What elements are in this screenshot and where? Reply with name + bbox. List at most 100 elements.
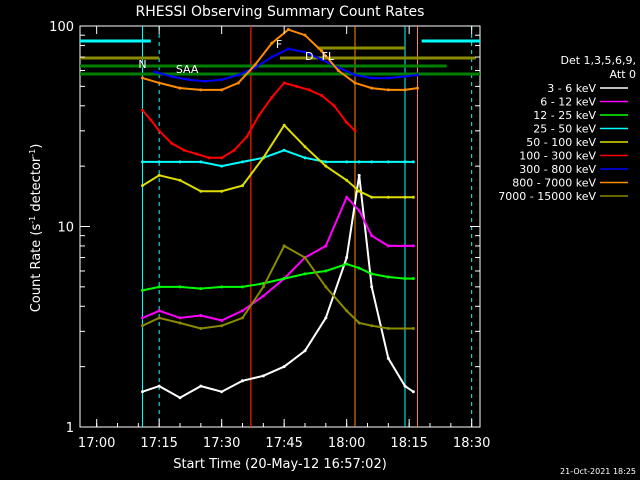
series-point [261,374,265,378]
series-point [411,160,415,164]
y-tick-label: 10 [57,221,74,236]
x-tick-label: 18:00 [328,436,365,451]
annotation-label: N [138,58,146,71]
series-point [178,321,182,325]
series-point [357,160,361,164]
series-point [345,256,349,260]
legend-entry-label: 300 - 800 keV [519,163,596,176]
series-point [403,195,407,199]
series-point [178,86,182,90]
series-point [353,73,357,77]
series-point [370,272,374,276]
series-point [178,178,182,182]
series-point [149,118,153,122]
series-point [286,28,290,32]
series-point [353,129,357,133]
series-point [220,78,224,82]
series-point [203,79,207,83]
series-point [199,313,203,317]
footer-timestamp: 21-Oct-2021 18:25 [560,467,636,476]
legend-entry-label: 7000 - 15000 keV [498,190,596,203]
series-point [411,244,415,248]
series-line-3 [142,149,414,168]
series-point [282,81,286,85]
series-point [370,86,374,90]
series-point [241,160,244,164]
series-point [199,88,203,92]
series-point [141,288,144,292]
series-point [411,195,415,199]
annotation-label: D [305,50,313,63]
series-point [195,152,199,156]
series-point [345,121,349,125]
chart-title: RHESSI Observing Summary Count Rates [136,4,425,20]
legend-entry-label: 25 - 50 keV [533,123,596,136]
series-point [370,160,374,164]
y-tick-label: 1 [66,421,74,436]
series-point [345,160,349,164]
series-point [153,70,157,74]
series-point [186,78,190,82]
series-point [386,326,390,330]
series-line-2 [142,262,414,292]
series-point [141,160,144,164]
series-point [141,324,144,328]
series-point [307,88,311,92]
series-point [270,41,274,45]
series-point [303,33,307,37]
series-point [199,384,203,388]
series-point [324,244,328,248]
series-point [403,326,407,330]
series-line-0 [142,175,414,399]
series-point [141,390,144,394]
series-point [232,148,236,152]
series-point [370,285,374,289]
series-point [199,189,203,193]
x-tick-label: 18:30 [453,436,490,451]
series-point [270,95,274,99]
series-point [286,47,290,51]
series-point [220,156,224,160]
series-point [199,160,203,164]
series-point [207,156,211,160]
series-point [220,88,224,92]
series-point [416,73,419,77]
series-point [261,156,265,160]
series-point [370,324,374,328]
series-point [324,316,328,320]
x-tick-label: 17:30 [203,436,240,451]
legend-entry-label: 800 - 7000 keV [512,177,596,190]
series-point [157,309,161,313]
series-point [141,184,144,188]
series-point [282,244,286,248]
series-point [345,309,349,313]
series-point [370,234,374,238]
legend-entry-label: 3 - 6 keV [547,82,596,95]
series-point [353,81,357,85]
series-point [157,316,161,320]
series-point [220,189,224,193]
series-point [170,141,174,145]
series-point [403,384,407,388]
series-point [157,129,161,133]
series-point [282,148,286,152]
series-point [241,285,244,289]
series-point [324,285,328,289]
series-point [141,76,144,80]
series-point [411,277,415,281]
series-point [236,73,240,77]
series-point [182,148,186,152]
series-point [370,195,374,199]
series-point [332,104,336,108]
series-point [199,326,203,330]
series-point [324,164,328,168]
annotation-label: SAA [176,63,199,76]
x-tick-label: 17:45 [265,436,302,451]
series-point [386,244,390,248]
series-point [157,384,161,388]
series-point [241,184,244,188]
series-point [282,365,286,369]
annotation-label: F [276,38,282,51]
series-point [178,285,182,289]
series-group [141,28,419,400]
